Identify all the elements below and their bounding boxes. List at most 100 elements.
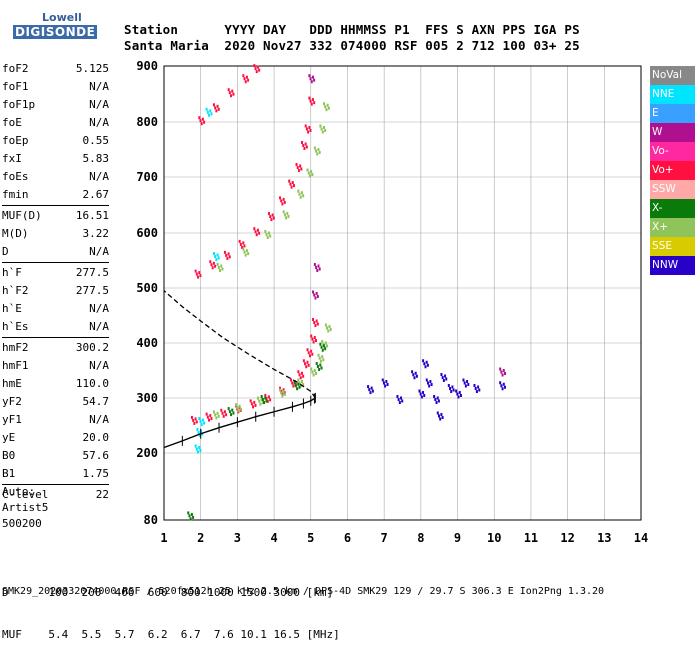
data-point [222, 414, 225, 418]
data-point [187, 511, 190, 515]
params-group-b: MUF(D) 16.51 M(D) 3.22 D N/A [2, 207, 109, 261]
param-key: foE [2, 116, 22, 129]
data-point [324, 129, 327, 132]
data-point [217, 256, 220, 260]
data-point [295, 163, 298, 166]
data-point [230, 94, 233, 98]
legend-item: X+ [650, 218, 695, 237]
data-point [429, 380, 432, 383]
data-point [314, 296, 317, 300]
data-point [258, 399, 261, 403]
param-row: foEp 0.55 [2, 132, 109, 150]
data-point [306, 168, 309, 172]
data-point [239, 242, 242, 246]
data-point [501, 373, 504, 377]
data-point [318, 368, 321, 371]
data-point [325, 108, 328, 112]
data-point [245, 249, 248, 253]
param-value: 277.5 [75, 266, 109, 279]
data-point [312, 318, 315, 321]
data-point [269, 398, 272, 402]
param-key: foF1p [2, 98, 36, 111]
data-point [264, 393, 267, 397]
data-point [280, 389, 283, 393]
divider [2, 337, 109, 338]
legend-item: X- [650, 199, 695, 218]
auto-version: 500200 [2, 517, 42, 530]
data-point [244, 80, 247, 84]
param-key: fmin [2, 188, 29, 201]
data-point [199, 119, 202, 123]
data-point [401, 399, 404, 403]
data-point [306, 348, 309, 352]
y-tick-label: 80 [144, 513, 158, 527]
data-point [243, 244, 246, 248]
data-point [197, 450, 200, 454]
x-tick-label: 5 [307, 531, 314, 545]
param-value: N/A [89, 245, 109, 258]
param-key: B0 [2, 449, 16, 462]
data-point [212, 103, 215, 107]
data-point [459, 394, 462, 397]
param-key: hmF2 [2, 341, 29, 354]
data-point [215, 258, 218, 261]
data-point [299, 384, 302, 388]
data-point [311, 370, 314, 374]
param-key: M(D) [2, 227, 29, 240]
data-point [205, 107, 208, 111]
data-point [300, 380, 303, 383]
data-point [216, 253, 219, 257]
data-point [253, 227, 256, 231]
data-point [302, 374, 305, 378]
data-point [264, 396, 267, 400]
data-point [302, 194, 305, 198]
data-point [326, 103, 329, 107]
param-key: foEs [2, 170, 29, 183]
data-point [190, 512, 193, 516]
x-tick-label: 3 [234, 531, 241, 545]
data-point [303, 147, 306, 150]
data-point [324, 105, 327, 109]
polarization-legend: NoVal NNE E W Vo- Vo+ SSW X- X+ SSE NNW [650, 66, 695, 275]
data-point [315, 339, 318, 342]
data-point [209, 414, 212, 418]
data-point [241, 245, 244, 249]
data-point [206, 110, 209, 114]
data-point [501, 387, 504, 391]
param-value: N/A [89, 302, 109, 315]
data-point [424, 365, 427, 369]
data-point [297, 378, 300, 382]
data-point [442, 379, 445, 382]
autoscale-info: Auto: Artist5 500200 [2, 484, 48, 532]
data-point [256, 228, 259, 232]
data-point [282, 210, 285, 214]
y-tick-label: 900 [136, 59, 158, 73]
data-point [306, 360, 309, 364]
data-point [426, 363, 429, 367]
data-point [189, 517, 192, 521]
data-point [227, 252, 230, 256]
data-point [270, 218, 273, 222]
data-point [253, 64, 256, 68]
data-point [327, 329, 330, 333]
data-point [260, 398, 263, 402]
data-point [457, 395, 460, 399]
data-point [280, 391, 283, 395]
data-point [323, 102, 326, 106]
x-tick-label: 6 [344, 531, 351, 545]
param-value: 2.67 [82, 188, 110, 201]
param-key: MUF(D) [2, 209, 42, 222]
data-point [500, 384, 503, 388]
data-point [302, 383, 305, 386]
data-point [242, 74, 245, 78]
data-point [196, 428, 199, 431]
param-row: hmF2 300.2 [2, 339, 109, 357]
data-point [258, 231, 261, 235]
data-point [231, 89, 234, 93]
data-point [301, 141, 304, 144]
data-point [313, 321, 316, 324]
data-point [444, 374, 447, 378]
data-point [239, 407, 242, 411]
data-point [267, 231, 270, 235]
param-key: foF1 [2, 80, 29, 93]
